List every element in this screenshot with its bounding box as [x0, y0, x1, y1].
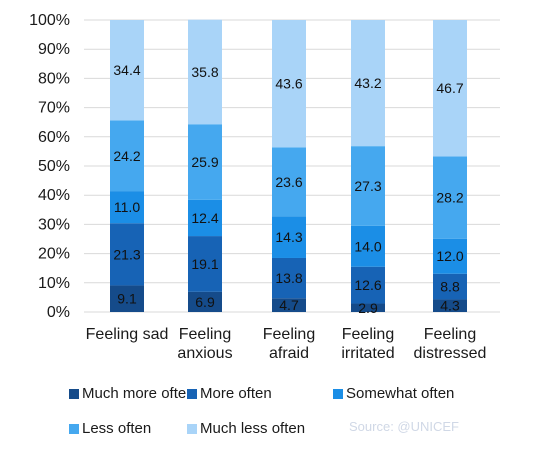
- bar-segment: [433, 238, 467, 274]
- y-tick-label: 0%: [47, 304, 70, 321]
- bars: [110, 19, 467, 312]
- legend-swatch: [69, 423, 79, 434]
- bar-value-label: 12.6: [354, 277, 381, 293]
- legend-swatch: [187, 388, 197, 399]
- bar-segment: [272, 257, 306, 299]
- bar-value-label: 43.2: [354, 75, 381, 91]
- legend-label: Much more often: [82, 385, 195, 402]
- bar-value-label: 12.0: [436, 248, 463, 264]
- bar-value-label: 8.8: [440, 279, 460, 295]
- bar-segment: [110, 20, 144, 121]
- y-tick-label: 80%: [38, 70, 70, 87]
- y-tick-label: 40%: [38, 187, 70, 204]
- y-tick-label: 100%: [29, 12, 70, 29]
- x-tick-label: Feeling afraid: [263, 326, 315, 362]
- bar-value-label: 9.1: [117, 291, 137, 307]
- legend-label: More often: [200, 385, 272, 402]
- legend-item: Much more often: [69, 385, 195, 402]
- bar-segment: [433, 20, 467, 157]
- bar-value-label: 19.1: [191, 256, 218, 272]
- bar-segment: [110, 223, 144, 286]
- bar-segment: [188, 199, 222, 237]
- bar-segment: [433, 156, 467, 239]
- bar-value-label: 4.3: [440, 298, 460, 314]
- bar-value-label: 4.7: [279, 297, 299, 313]
- x-tick-label: Feeling irritated: [341, 326, 394, 362]
- bar-segment: [272, 20, 306, 148]
- bar-value-label: 34.4: [113, 62, 140, 78]
- bar-value-label: 35.8: [191, 64, 218, 80]
- legend-swatch: [69, 388, 79, 399]
- bar-segment: [188, 124, 222, 200]
- legend-item: Somewhat often: [333, 385, 454, 402]
- bar-value-label: 14.0: [354, 238, 381, 254]
- bar-value-label: 21.3: [113, 246, 140, 262]
- bar-value-label: 24.2: [113, 148, 140, 164]
- legend-label: Much less often: [200, 420, 306, 437]
- y-tick-label: 70%: [38, 100, 70, 117]
- bar-segment: [351, 303, 385, 312]
- x-axis-ticks: Feeling sad Feeling anxious Feeling afraid Fe…: [86, 326, 487, 362]
- bar-value-label: 25.9: [191, 154, 218, 170]
- bar-segment: [110, 191, 144, 224]
- bar-value-label: 13.8: [275, 270, 302, 286]
- bar-segment: [272, 147, 306, 217]
- bar-value-label: 46.7: [436, 80, 463, 96]
- bar-segment: [110, 285, 144, 312]
- bar-value-label: 12.4: [191, 210, 218, 226]
- bar-value-label: 11.0: [114, 199, 140, 215]
- x-tick-label: Feeling sad: [86, 326, 169, 343]
- legend-label: Somewhat often: [346, 385, 455, 402]
- bar-value-label: 28.2: [436, 190, 463, 206]
- bar-segment: [433, 273, 467, 300]
- bar-segment: [110, 120, 144, 192]
- bar-value-label: 14.3: [275, 229, 302, 245]
- y-tick-label: 30%: [38, 216, 70, 233]
- x-tick-label: Feeling anxious: [177, 326, 232, 362]
- bar-value-labels: 9.1 21.3 11.0 24.2 34.4 6.9 19.1 12.4 25.9 35.8 4.…: [113, 62, 463, 316]
- y-tick-label: 90%: [38, 41, 70, 58]
- y-tick-label: 60%: [38, 129, 70, 146]
- y-tick-label: 10%: [38, 275, 70, 292]
- legend-item: Much less often: [187, 420, 305, 437]
- y-tick-label: 20%: [38, 246, 70, 263]
- source-note: Source: @UNICEF: [349, 419, 459, 434]
- bar-value-label: 23.6: [275, 174, 302, 190]
- bar-segment: [351, 20, 385, 147]
- x-tick-label: Feeling distressed: [414, 326, 487, 362]
- bar-value-label: 43.6: [275, 76, 302, 92]
- bar-segment: [272, 298, 306, 312]
- bar-value-label: 6.9: [195, 294, 215, 310]
- legend-swatch: [187, 423, 197, 434]
- bar-segment: [272, 216, 306, 258]
- legend-swatch: [333, 388, 343, 399]
- bar-segment: [433, 299, 467, 312]
- bar-segment: [351, 146, 385, 226]
- bar-segment: [188, 19, 222, 125]
- legend-item: Less often: [69, 420, 151, 437]
- y-tick-label: 50%: [38, 158, 70, 175]
- bar-segment: [351, 225, 385, 267]
- bar-value-label: 2.9: [358, 300, 378, 316]
- legend-item: More often: [187, 385, 272, 402]
- legend-label: Less often: [82, 420, 152, 437]
- bar-segment: [188, 236, 222, 292]
- bar-segment: [188, 291, 222, 312]
- y-axis-ticks: 0% 10% 20% 30% 40% 50% 60% 70% 80% 90% 100%: [29, 12, 70, 321]
- bar-segment: [351, 266, 385, 304]
- bar-value-label: 27.3: [354, 178, 381, 194]
